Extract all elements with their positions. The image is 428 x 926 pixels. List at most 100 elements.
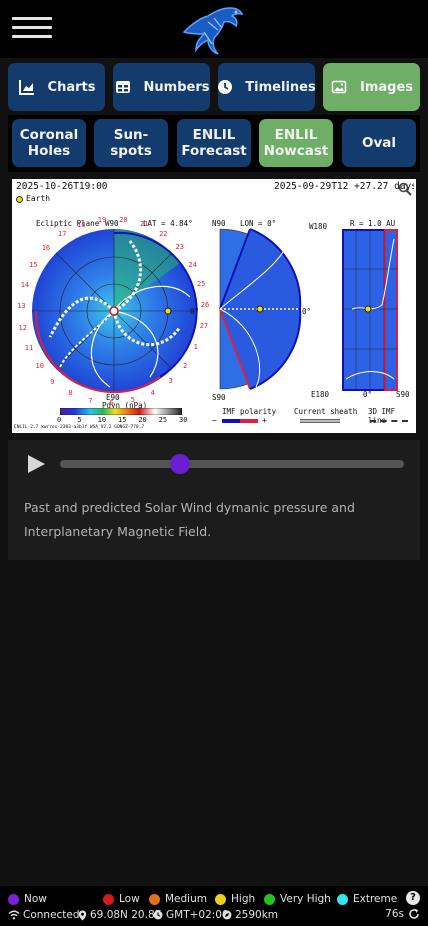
refresh-timer[interactable]: 76s [385,908,420,920]
legend-label: Medium [165,893,207,905]
high-dot-icon [215,893,226,905]
outer-number-label: 24 [188,260,197,269]
s90-label: S90 [396,390,410,399]
scale-tick-label: 0 [57,416,62,424]
legend-label: High [231,893,256,905]
refresh-countdown: 76s [385,908,404,920]
s90-label: S90 [212,393,226,402]
hamburger-icon[interactable] [12,17,52,39]
tab-numbers[interactable]: Numbers [113,63,210,111]
distance-label: 2590km [235,909,279,921]
model-label: ENLIL-2.7 kwrres-2303-a3b1f WSA_V2.2 GON… [14,425,145,430]
outer-number-label: 14 [20,281,30,290]
tab-images[interactable]: Images [323,63,420,111]
refresh-icon [409,908,419,919]
now-dot-icon [8,893,19,905]
outer-number-label: 5 [130,396,135,405]
zero-label: 0° [363,390,373,399]
legend-very-high: Very High [264,893,331,905]
outer-number-label: 13 [17,302,26,311]
outer-number-label: 25 [196,280,206,289]
imf-line-label: 3D IMF line [368,407,396,425]
connection-status: Connected [8,909,80,921]
scale-tick-label: 25 [158,416,168,424]
table-icon [114,78,132,96]
subtab-oval[interactable]: Oval [342,119,416,167]
earth-label: Earth [26,194,51,203]
positive-polarity-swatch [240,419,258,423]
earth-marker-icon [16,196,23,203]
outer-number-label: 2 [183,361,188,370]
image-description: Past and predicted Solar Wind dymanic pr… [24,500,355,539]
outer-number-label: 8 [68,389,73,398]
subtab-enlil-forecast[interactable]: ENLIL Forecast [177,119,251,167]
legend-now: Now [8,893,47,905]
w180-label: W180 [309,222,328,231]
medium-dot-icon [149,893,160,905]
subtab-sunspots[interactable]: Sun- spots [94,119,168,167]
outer-number-label: 12 [18,323,27,332]
scale-tick-label: 30 [179,416,188,424]
current-sheath-label: Current sheath [294,407,358,416]
zero-label: 0° [302,307,312,316]
outer-number-label: 23 [175,243,184,252]
outer-number-label: 21 [139,220,149,229]
time-slider[interactable] [60,454,404,474]
e180-label: E180 [311,390,330,399]
outer-number-label: 3 [168,377,173,386]
scale-tick-label: 20 [138,416,147,424]
scale-tick-label: 10 [97,416,107,424]
timezone-label: GMT+02:00 [166,909,229,921]
location-label: 69.08N 20.8E [90,909,162,921]
clock-icon [153,910,163,920]
latitude-longitude-plot [342,229,398,391]
status-footer: Now Low Medium High Very High Extreme ? … [0,886,428,926]
low-dot-icon [103,893,114,905]
imf-polarity-label: IMF polarity [222,407,277,416]
play-icon[interactable] [24,452,48,476]
zero-label: 0° [190,307,200,316]
subtab-coronal-holes[interactable]: Coronal Holes [12,119,86,167]
aurora-bird-logo [182,7,244,55]
outer-number-label: 18 [77,220,86,229]
tab-timelines[interactable]: Timelines [217,63,316,111]
legend-extreme: Extreme [337,893,397,905]
outer-number-label: 19 [97,215,107,224]
very-high-dot-icon [264,893,275,905]
imf-line-swatch [370,420,408,422]
tab-charts[interactable]: Charts [8,63,105,111]
minus-label: − [212,416,217,425]
clock-icon [217,78,233,96]
outer-number-label: 16 [41,244,51,253]
tab-label: Numbers [143,79,210,95]
legend-low: Low [103,893,140,905]
connection-label: Connected [23,909,80,921]
pdyn-color-scale [60,408,182,415]
current-sheath-swatch [300,419,340,423]
area-chart-icon [18,78,36,96]
map-pin-icon [78,910,87,920]
legend-label: Extreme [353,893,398,905]
meridional-plot [219,228,302,390]
legend-label: Now [24,893,47,905]
ecliptic-plot [32,229,198,394]
slider-thumb[interactable] [170,454,191,474]
outer-number-label: 22 [159,229,168,238]
scale-tick-label: 15 [118,416,127,424]
plus-label: + [262,416,267,425]
app-header [0,0,428,58]
subtab-enlil-nowcast[interactable]: ENLIL Nowcast [259,119,333,167]
e90-label: E90 [106,393,120,402]
outer-number-label: 7 [88,396,93,405]
outer-number-label: 15 [29,261,38,270]
legend-label: Very High [280,893,331,905]
outer-number-label: 4 [150,388,155,397]
lat-label: LAT = 4.84° [143,219,193,228]
legend-high: High [215,893,255,905]
outer-number-label: 17 [57,230,67,239]
outer-number-label: 1 [193,342,198,351]
image-timestamp: 2025-10-26T19:00 [16,181,108,192]
zoom-icon[interactable] [398,182,412,196]
enlil-image[interactable]: 2025-10-26T19:00 2025-09-29T12 +27.27 da… [12,179,416,433]
help-icon[interactable]: ? [406,891,420,905]
